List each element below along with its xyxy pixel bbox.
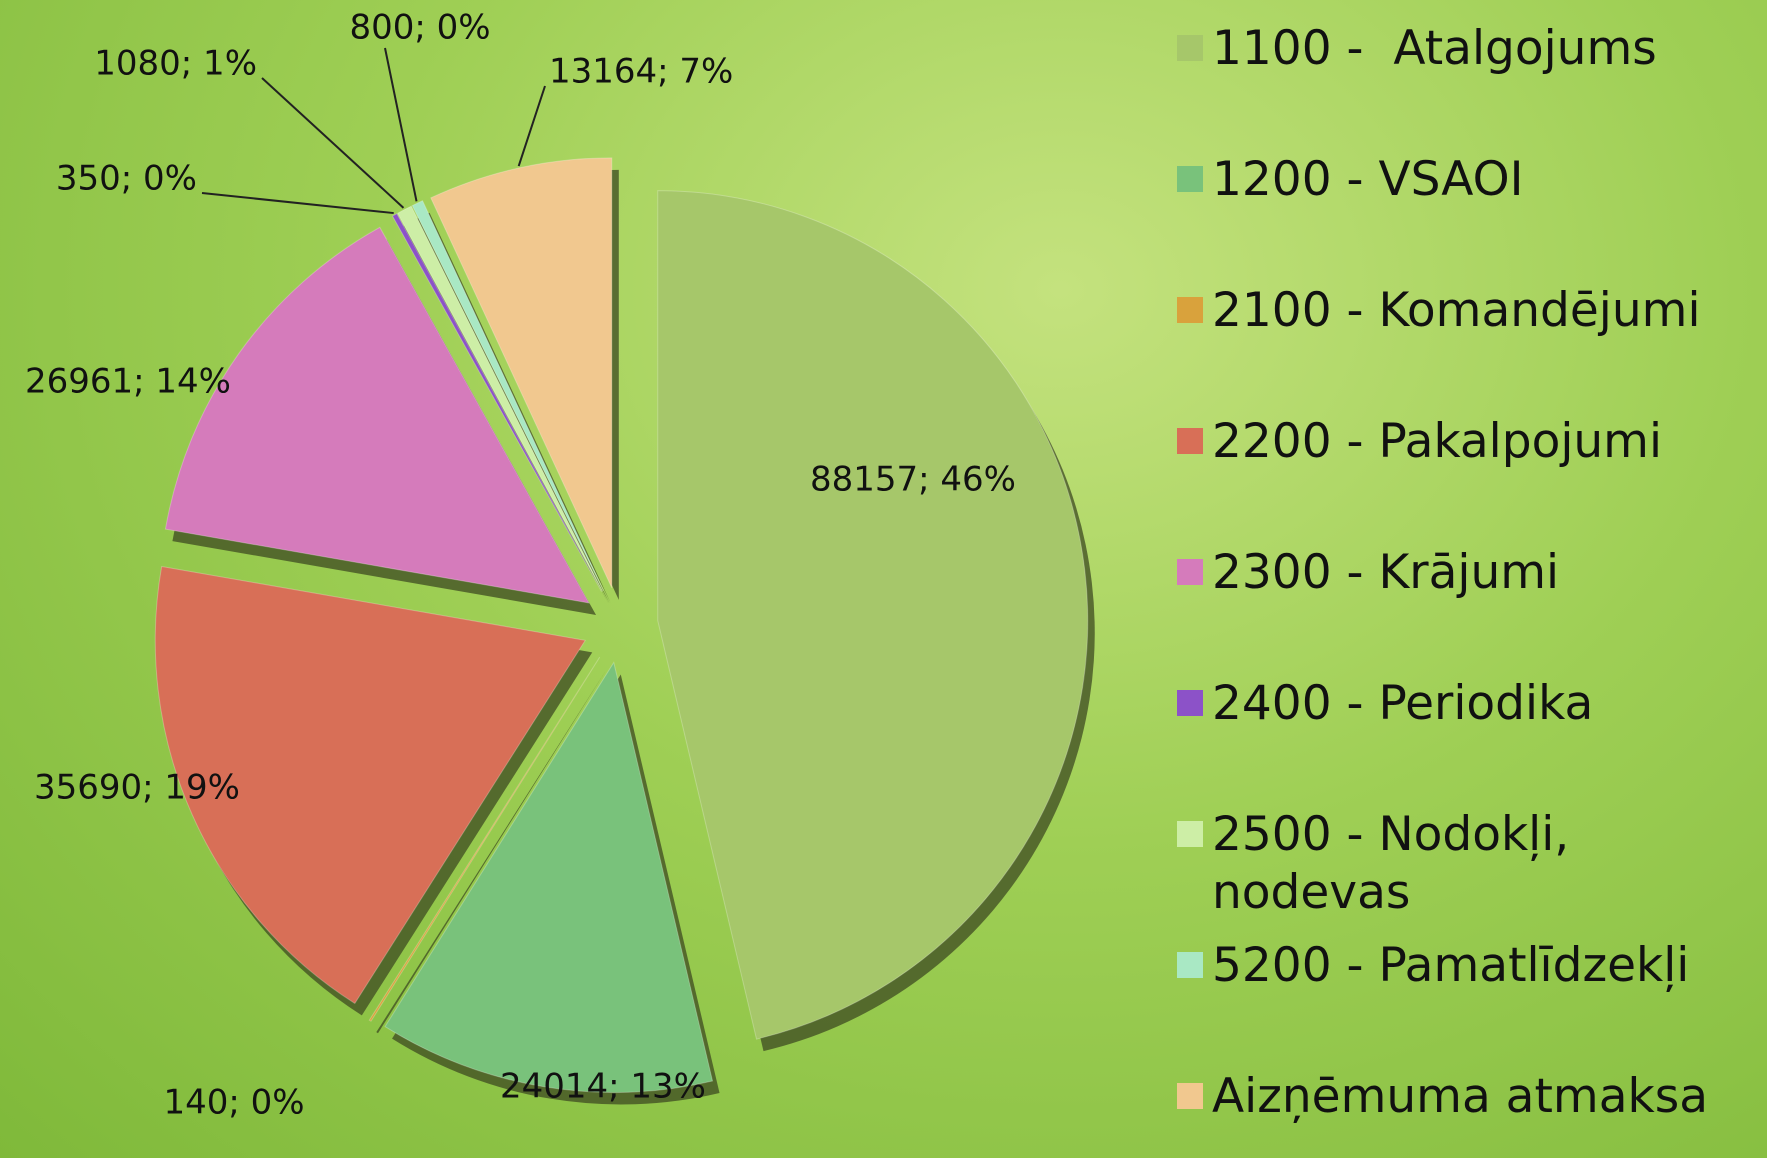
leader-line <box>385 48 417 201</box>
leader-line <box>519 86 545 166</box>
legend-label: 5200 - Pamatlīdzekļi <box>1212 938 1689 993</box>
legend-item: 2300 - Krājumi <box>1212 544 1757 602</box>
legend-item: 2500 - Nodokļi, nodevas <box>1212 806 1757 922</box>
legend-label: 2200 - Pakalpojumi <box>1212 414 1662 469</box>
legend-swatch <box>1177 166 1203 192</box>
slice <box>658 191 1088 1040</box>
legend-swatch <box>1177 428 1203 454</box>
data-label: 88157; 46% <box>810 460 1016 500</box>
legend-label: 2500 - Nodokļi, nodevas <box>1212 807 1584 920</box>
legend-swatch <box>1177 821 1203 847</box>
legend-item: 1200 - VSAOI <box>1212 151 1757 209</box>
legend-swatch <box>1177 952 1203 978</box>
data-label: 13164; 7% <box>549 52 733 92</box>
data-label: 1080; 1% <box>94 44 257 84</box>
leader-line <box>202 193 394 213</box>
legend-swatch <box>1177 297 1203 323</box>
data-label: 26961; 14% <box>25 362 231 402</box>
leader-line <box>262 78 403 208</box>
slide: 88157; 46% 24014; 13% 140; 0% 35690; 19% 269… <box>0 0 1767 1158</box>
legend-label: 1100 - Atalgojums <box>1212 21 1657 76</box>
legend-label: 1200 - VSAOI <box>1212 152 1524 207</box>
data-label: 350; 0% <box>56 159 197 199</box>
legend-swatch <box>1177 35 1203 61</box>
legend-swatch <box>1177 559 1203 585</box>
legend-item: 2200 - Pakalpojumi <box>1212 413 1757 471</box>
legend-item: 5200 - Pamatlīdzekļi <box>1212 937 1757 995</box>
data-label: 140; 0% <box>163 1083 304 1123</box>
legend-swatch <box>1177 690 1203 716</box>
legend-item: 2100 - Komandējumi <box>1212 282 1757 340</box>
data-label: 800; 0% <box>349 8 490 48</box>
legend-swatch <box>1177 1083 1203 1109</box>
legend-item: Aizņēmuma atmaksa <box>1212 1068 1757 1126</box>
legend-item: 2400 - Periodika <box>1212 675 1757 733</box>
data-label: 35690; 19% <box>34 768 240 808</box>
legend-label: 2100 - Komandējumi <box>1212 283 1701 338</box>
data-label: 24014; 13% <box>500 1067 706 1107</box>
legend-label: Aizņēmuma atmaksa <box>1212 1069 1708 1124</box>
legend-item: 1100 - Atalgojums <box>1212 20 1757 78</box>
legend-label: 2300 - Krājumi <box>1212 545 1559 600</box>
legend-label: 2400 - Periodika <box>1212 676 1593 731</box>
